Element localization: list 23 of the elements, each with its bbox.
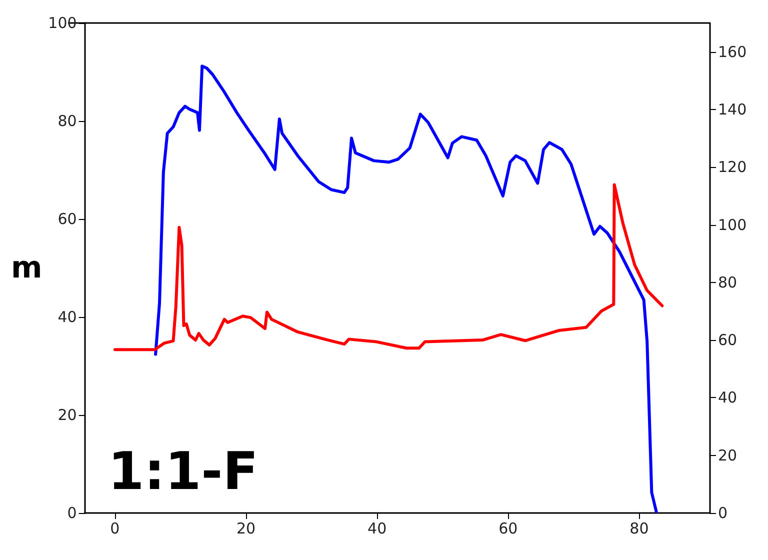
y2-tick-label: 20 xyxy=(718,446,738,464)
x-tick-label: 0 xyxy=(110,520,120,538)
y-tick-label: 20 xyxy=(58,406,77,424)
y-tick-label: 80 xyxy=(58,112,77,130)
y2-tick-label: 80 xyxy=(718,273,738,292)
y2-tick-label: 140 xyxy=(718,100,747,118)
x-tick-label: 80 xyxy=(630,520,649,538)
y2-tick-label: 60 xyxy=(718,331,738,350)
y2-tick-label: 160 xyxy=(718,42,747,61)
y-axis-title: m xyxy=(10,250,42,286)
x-tick-label: 40 xyxy=(368,520,387,538)
y-tick-label: 40 xyxy=(58,308,77,326)
y2-tick-label: 0 xyxy=(718,504,728,522)
y-tick-label: 60 xyxy=(58,210,77,228)
y2-tick-label: 100 xyxy=(718,216,747,234)
line-series xyxy=(113,183,664,352)
y-tick-label: 0 xyxy=(67,504,77,522)
x-tick-label: 20 xyxy=(236,520,256,538)
x-tick-label: 60 xyxy=(498,520,518,538)
y2-tick-label: 40 xyxy=(718,388,738,407)
y-tick-label: 100 xyxy=(48,14,77,32)
annotation: 1:1-F xyxy=(108,442,258,502)
y2-tick-label: 120 xyxy=(718,158,747,176)
